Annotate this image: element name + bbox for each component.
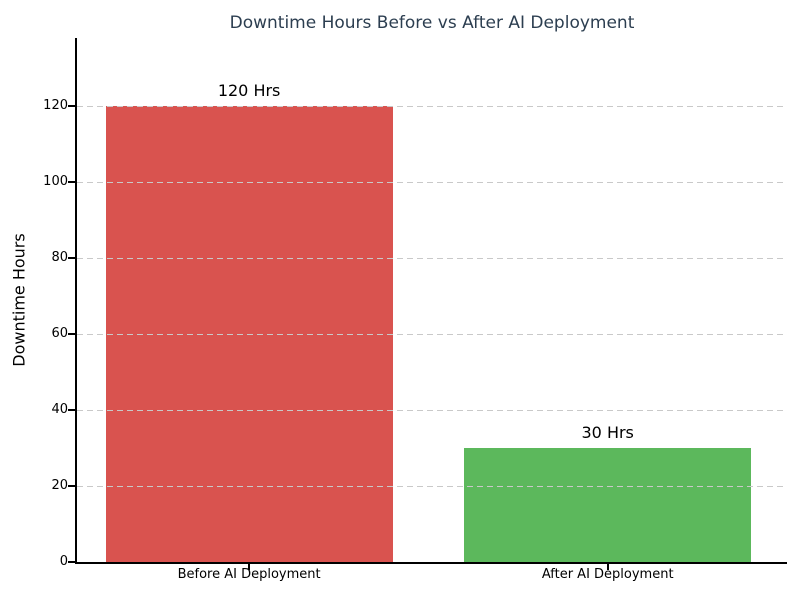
plot-area: 0 20 40 60 80 100 120 120 Hrs Before AI Deployme… (43, 38, 787, 582)
y-tick-label: 60 (51, 326, 68, 342)
gridline (77, 105, 787, 107)
y-tick-mark (68, 485, 76, 488)
gridline (77, 333, 787, 335)
y-tick-label: 80 (51, 250, 68, 266)
bar (464, 448, 752, 562)
y-tick-mark (68, 105, 76, 108)
y-tick-mark (68, 333, 76, 336)
y-axis-spine (75, 38, 77, 564)
bar-value-label: 120 Hrs (217, 81, 281, 101)
y-tick-mark (68, 561, 76, 563)
x-tick-mark (606, 562, 609, 570)
y-tick-mark (68, 409, 76, 412)
y-tick-label: 20 (51, 478, 68, 494)
gridline (77, 409, 787, 411)
x-tick-label: Before AI Deployment (177, 567, 321, 582)
y-tick-mark (68, 257, 76, 260)
gridline (77, 485, 787, 487)
y-tick-label: 100 (43, 174, 68, 190)
x-axis-spine (75, 562, 787, 564)
x-tick-label: After AI Deployment (541, 567, 674, 582)
gridline (77, 257, 787, 259)
chart-title: Downtime Hours Before vs After AI Deploy… (229, 13, 635, 33)
bar-value-label: 30 Hrs (581, 423, 634, 443)
y-tick-label: 120 (43, 98, 68, 114)
y-tick-label: 0 (59, 554, 68, 569)
y-tick-label: 40 (51, 402, 68, 418)
x-tick-mark (248, 562, 251, 570)
gridline (77, 181, 787, 183)
y-tick-mark (68, 181, 76, 184)
